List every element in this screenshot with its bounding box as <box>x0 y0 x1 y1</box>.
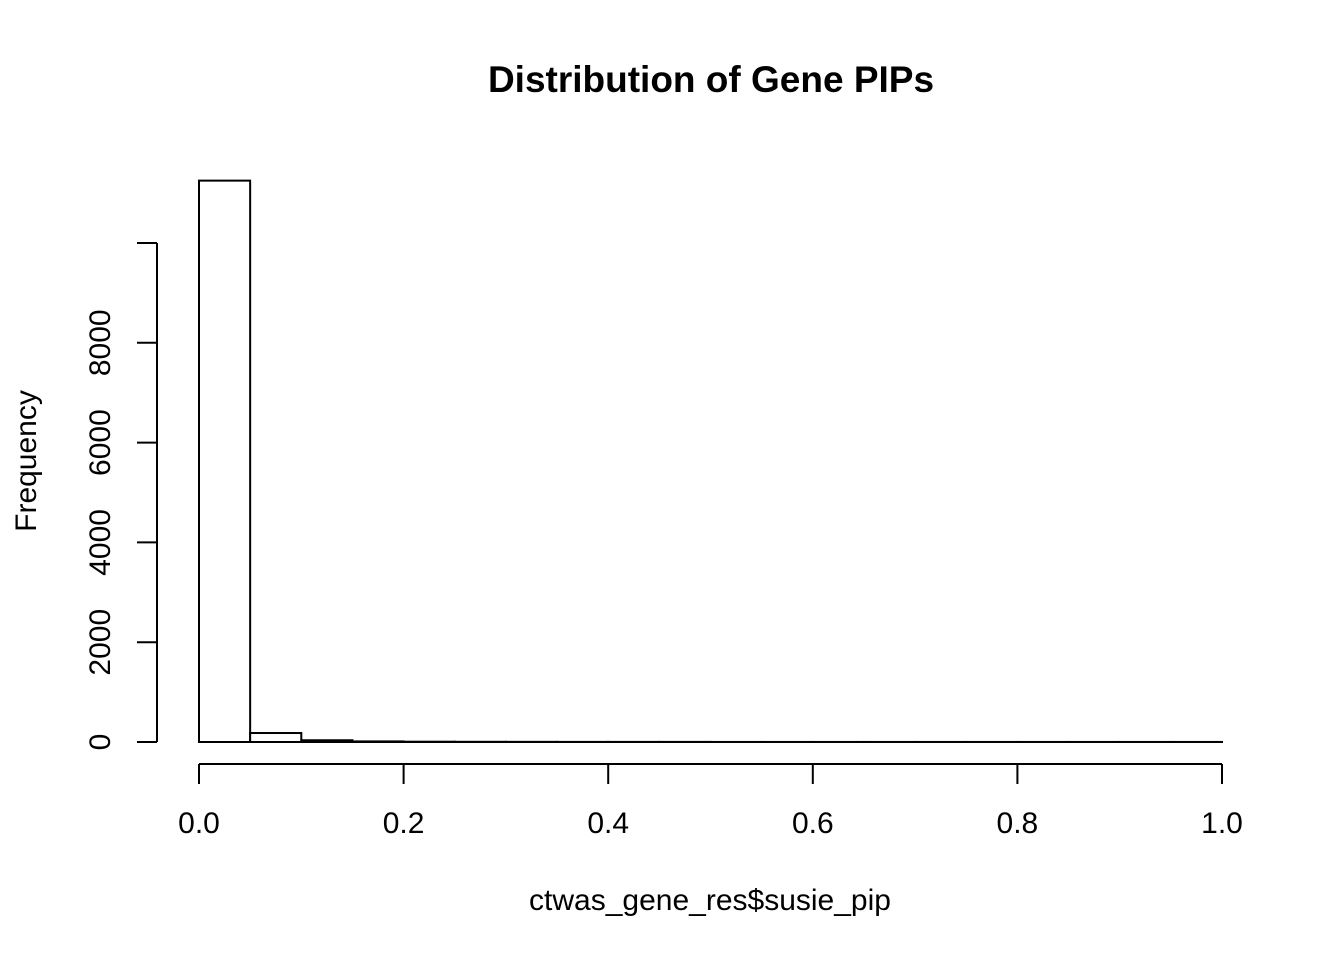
x-tick-label: 0.0 <box>178 807 220 840</box>
histogram-bar <box>249 732 303 744</box>
y-tick-label: 6000 <box>84 409 117 476</box>
x-tick-label: 1.0 <box>1201 807 1243 840</box>
x-tick-label: 0.2 <box>383 807 425 840</box>
histogram-bar <box>198 179 252 743</box>
x-tick-label: 0.6 <box>792 807 834 840</box>
x-axis-label: ctwas_gene_res$susie_pip <box>529 884 891 917</box>
chart-title: Distribution of Gene PIPs <box>488 59 934 100</box>
histogram-bar <box>351 740 405 743</box>
x-tick-label: 0.8 <box>997 807 1039 840</box>
y-tick-label: 4000 <box>84 509 117 576</box>
y-axis: 0 2000 4000 6000 8000 <box>84 242 158 751</box>
y-axis-label: Frequency <box>10 390 43 532</box>
y-tick-label: 0 <box>84 734 117 751</box>
histogram-bars <box>198 179 1223 744</box>
x-tick-label: 0.4 <box>587 807 629 840</box>
histogram-bar <box>300 739 354 743</box>
y-tick-label: 8000 <box>84 309 117 376</box>
x-axis: 0.0 0.2 0.4 0.6 0.8 1.0 <box>178 763 1243 840</box>
y-tick-label: 2000 <box>84 609 117 676</box>
